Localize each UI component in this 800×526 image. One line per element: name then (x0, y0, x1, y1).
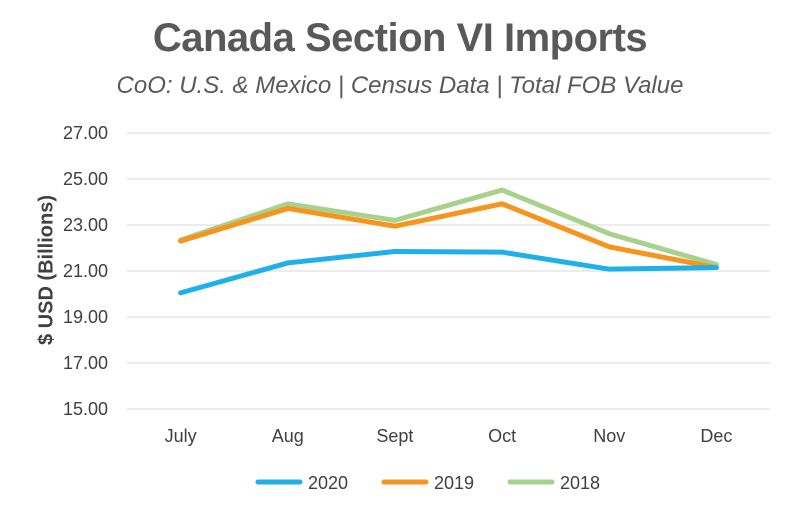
y-tick-label: 15.00 (63, 399, 108, 419)
series-line-2019 (178, 201, 719, 271)
x-tick-label: Dec (700, 426, 732, 446)
legend-label-2020: 2020 (308, 473, 348, 493)
legend-label-2018: 2018 (560, 473, 600, 493)
gridlines (127, 132, 770, 410)
series-line-2018 (178, 187, 719, 268)
y-tick-label: 17.00 (63, 353, 108, 373)
y-tick-label: 21.00 (63, 261, 108, 281)
legend-label-2019: 2019 (434, 473, 474, 493)
y-tick-label: 19.00 (63, 307, 108, 327)
series-lines (178, 187, 719, 296)
legend: 2020 2019 2018 (255, 473, 600, 493)
x-tick-label: Nov (593, 426, 625, 446)
x-tick-label: July (165, 426, 197, 446)
x-tick-label: Sept (376, 426, 413, 446)
y-axis-ticks: 15.00 17.00 19.00 21.00 23.00 25.00 27.00 (63, 123, 108, 419)
x-tick-label: Aug (272, 426, 304, 446)
y-tick-label: 27.00 (63, 123, 108, 143)
series-line-2020 (178, 248, 719, 296)
chart-title: Canada Section VI Imports (152, 16, 648, 60)
x-axis-ticks: July Aug Sept Oct Nov Dec (165, 426, 733, 446)
chart-subtitle: CoO: U.S. & Mexico | Census Data | Total… (116, 72, 684, 99)
x-tick-label: Oct (488, 426, 516, 446)
y-tick-label: 25.00 (63, 169, 108, 189)
y-tick-label: 23.00 (63, 215, 108, 235)
